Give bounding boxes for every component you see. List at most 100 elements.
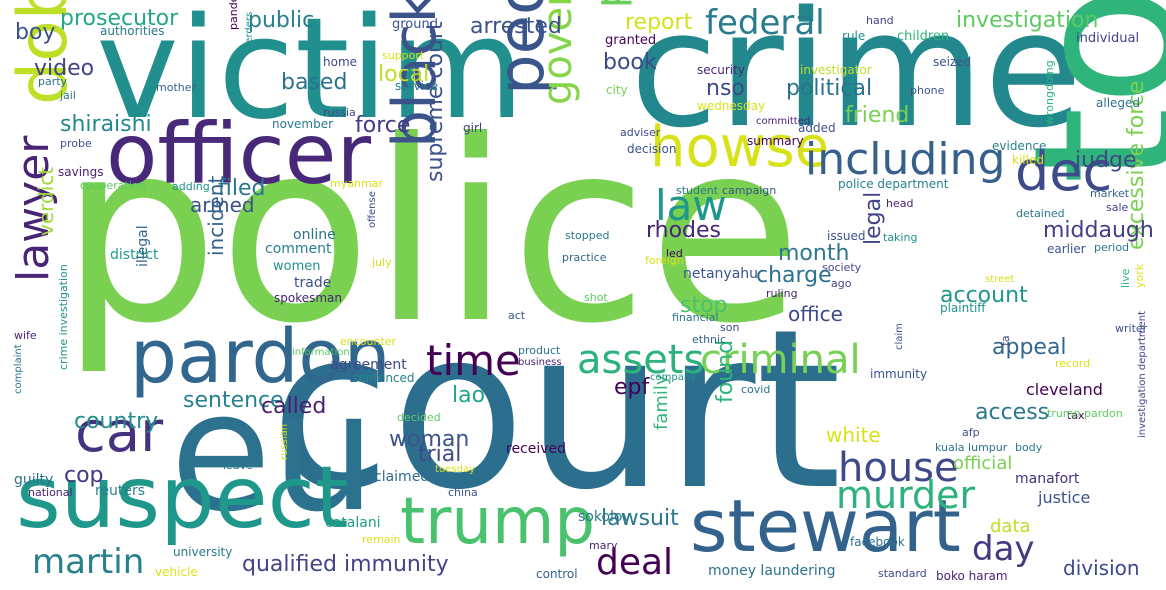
word-day: day bbox=[972, 529, 1035, 569]
word-legal: legal bbox=[861, 191, 886, 245]
word-service: service bbox=[395, 79, 438, 93]
word-manafort: manafort bbox=[1015, 471, 1080, 487]
word-agreement: agreement bbox=[330, 357, 407, 373]
word-epf: epf bbox=[614, 375, 650, 400]
word-ground: ground bbox=[392, 17, 438, 32]
word-women: women bbox=[273, 259, 321, 274]
word-claim: claim bbox=[894, 323, 905, 350]
word-federal: federal bbox=[705, 3, 825, 43]
word-judge: judge bbox=[1075, 148, 1137, 173]
word-claimed: claimed bbox=[374, 469, 430, 485]
word-boy: boy bbox=[15, 20, 56, 45]
word-children: children bbox=[897, 29, 950, 44]
word-appeal: appeal bbox=[992, 335, 1067, 360]
word-local: local bbox=[378, 62, 430, 87]
word-found: found bbox=[713, 339, 738, 403]
word-york: york bbox=[1133, 263, 1146, 288]
word-criminal: criminal bbox=[700, 337, 861, 383]
word-city: city bbox=[606, 83, 628, 97]
word-lao: lao bbox=[452, 383, 486, 408]
word-offense: offense bbox=[367, 191, 378, 228]
word-fa: fa bbox=[999, 335, 1012, 346]
word-netanyahu: netanyahu bbox=[683, 266, 759, 282]
word-street: street bbox=[985, 274, 1015, 285]
word-period: period bbox=[1094, 241, 1130, 254]
word-arrested: arrested bbox=[470, 14, 562, 39]
word-russian: russian bbox=[279, 423, 290, 460]
word-security: security bbox=[697, 63, 745, 77]
word-granted: granted bbox=[605, 33, 657, 48]
word-house: house bbox=[838, 445, 959, 491]
word-immunity: immunity bbox=[870, 367, 928, 381]
word-campaign: campaign bbox=[722, 184, 777, 197]
word-court: court bbox=[270, 282, 842, 538]
word-pandemic: pandemic bbox=[227, 0, 240, 30]
word-student: student bbox=[676, 184, 719, 197]
word-stop: stop bbox=[680, 293, 728, 318]
word-taking: taking bbox=[883, 231, 918, 244]
word-woman: woman bbox=[389, 427, 470, 452]
word-ruling: ruling bbox=[766, 287, 798, 300]
word-july: july bbox=[372, 256, 392, 269]
word-mother: mother bbox=[156, 81, 197, 94]
word-sentence: sentence bbox=[183, 388, 284, 413]
word-law: law bbox=[655, 181, 727, 230]
word-ethnic: ethnic bbox=[692, 333, 727, 346]
word-investigation: investigation bbox=[956, 8, 1099, 33]
word-financial: financial bbox=[672, 311, 719, 324]
word-jail: jail bbox=[60, 89, 76, 102]
word-herders: herders bbox=[244, 11, 255, 50]
word-party: party bbox=[38, 75, 68, 88]
word-catalani: catalani bbox=[325, 515, 381, 531]
word-wednesday: wednesday bbox=[697, 99, 766, 113]
word-comment: comment bbox=[265, 241, 332, 257]
word-business: business bbox=[518, 357, 562, 368]
word-kuala-lumpur: kuala lumpur bbox=[935, 441, 1008, 454]
word-verdict: verdict bbox=[34, 166, 58, 236]
word-added: added bbox=[798, 121, 836, 135]
word-product: product bbox=[518, 344, 561, 357]
word-based: based bbox=[281, 70, 348, 95]
word-martin: martin bbox=[32, 542, 145, 582]
word-pardon: pardon bbox=[130, 314, 391, 400]
word-information: information bbox=[292, 347, 350, 358]
word-market: market bbox=[1090, 187, 1130, 200]
word-afp: afp bbox=[962, 426, 980, 439]
word-foreign: foreign bbox=[645, 254, 684, 267]
word-encounter: encounter bbox=[340, 335, 397, 348]
word-howse: howse bbox=[650, 115, 830, 180]
word-car: car bbox=[75, 400, 164, 465]
word-illegal: illegal bbox=[135, 225, 151, 267]
word-led: led bbox=[666, 247, 683, 260]
word-practice: practice bbox=[562, 251, 607, 264]
word-live: live bbox=[1119, 268, 1132, 288]
word-covid: covid bbox=[741, 383, 771, 396]
word-decided: decided bbox=[397, 411, 441, 424]
word-committed: committed bbox=[756, 116, 811, 127]
word-office: office bbox=[788, 302, 843, 326]
word-detained: detained bbox=[1016, 207, 1065, 220]
word-standard: standard bbox=[878, 567, 927, 580]
word-wrongdoing: wrongdoing bbox=[1043, 60, 1056, 125]
word-wife: wife bbox=[14, 329, 37, 342]
word-sale: sale bbox=[1106, 201, 1129, 214]
word-complaint: complaint bbox=[13, 344, 24, 394]
word-rhodes: rhodes bbox=[646, 218, 722, 243]
word-girl: girl bbox=[463, 121, 483, 135]
word-writer: writer bbox=[1115, 322, 1148, 335]
word-stewart: stewart bbox=[690, 484, 961, 568]
word-seized: seized bbox=[933, 55, 972, 69]
word-called: called bbox=[261, 394, 327, 419]
word-trade: trade bbox=[294, 275, 332, 291]
word-officer: officer bbox=[106, 105, 372, 203]
word-access: access bbox=[975, 400, 1050, 425]
word-authorities: authorities bbox=[100, 24, 165, 38]
word-probe: probe bbox=[60, 137, 92, 150]
word-friend: friend bbox=[845, 103, 910, 128]
word-alleged: alleged bbox=[1096, 96, 1141, 110]
word-supreme-court: supreme court bbox=[423, 21, 448, 182]
word-lawsuit: lawsuit bbox=[601, 506, 679, 531]
word-november: november bbox=[272, 117, 334, 131]
word-justice: justice bbox=[1038, 488, 1091, 507]
word-police: police bbox=[60, 87, 802, 378]
